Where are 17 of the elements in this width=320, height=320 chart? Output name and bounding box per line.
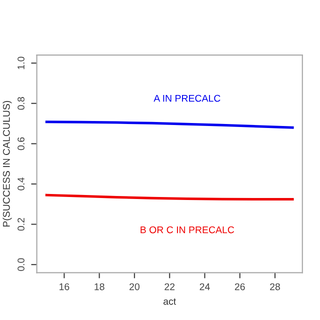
- x-tick-label: 28: [270, 283, 280, 290]
- x-axis-title: act: [164, 298, 176, 305]
- text: A IN PRECALC: [154, 94, 220, 102]
- text: B OR C IN PRECALC: [140, 226, 234, 234]
- y-axis-title: P(SUCCESS IN CALCULUS): [2, 100, 12, 227]
- x-tick-label: 16: [60, 283, 70, 290]
- y-tick-label: 0.0: [18, 258, 24, 271]
- y-tick-label: 0.8: [18, 97, 24, 110]
- y-tick-label: 0.4: [18, 178, 24, 190]
- y-tick-label: 0.6: [18, 137, 24, 150]
- x-tick-label: 20: [130, 283, 140, 290]
- x-tick-label: 24: [200, 283, 210, 290]
- y-tick-label: 1.0: [18, 56, 24, 70]
- x-tick-label: 26: [234, 283, 245, 290]
- y-tick-label: 0.2: [18, 218, 24, 231]
- x-tick-label: 18: [94, 283, 104, 290]
- x-tick-label: 22: [164, 283, 175, 290]
